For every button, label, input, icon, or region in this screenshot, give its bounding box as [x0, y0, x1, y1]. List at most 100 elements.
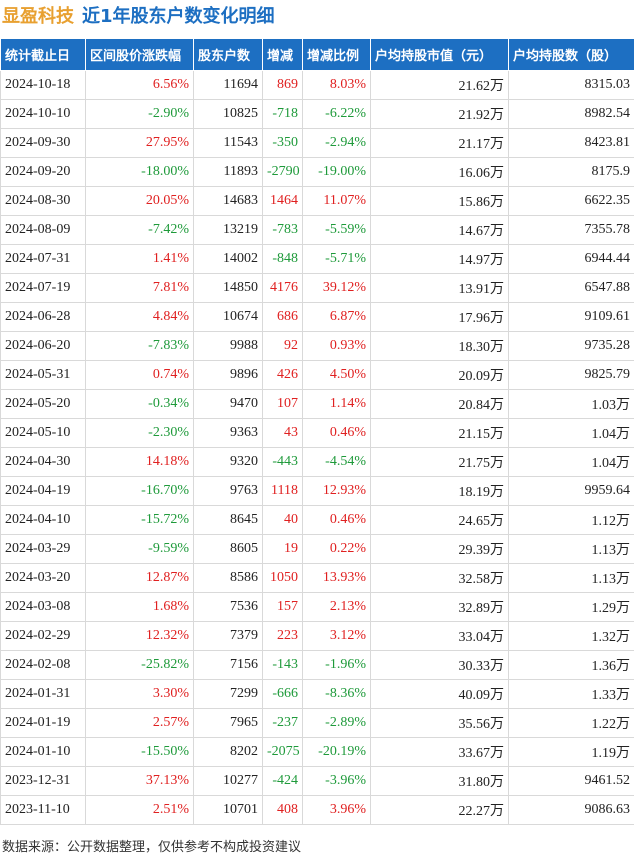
table-cell: 17.96万: [371, 303, 509, 332]
table-cell: 2023-11-10: [1, 796, 86, 825]
table-cell: -7.42%: [86, 216, 194, 245]
table-cell: -16.70%: [86, 477, 194, 506]
table-cell: 7355.78: [509, 216, 634, 245]
table-cell: 9763: [194, 477, 263, 506]
table-cell: 9363: [194, 419, 263, 448]
table-cell: 8982.54: [509, 100, 634, 129]
table-cell: 1.04万: [509, 448, 634, 477]
table-cell: 92: [263, 332, 303, 361]
table-cell: 11.07%: [303, 187, 371, 216]
header-row: 统计截止日区间股价涨跌幅股东户数增减增减比例户均持股市值（元）户均持股数（股）: [1, 39, 634, 71]
table-cell: 1.12万: [509, 506, 634, 535]
table-cell: 2024-03-29: [1, 535, 86, 564]
table-cell: 9988: [194, 332, 263, 361]
table-cell: 1.04万: [509, 419, 634, 448]
table-cell: -7.83%: [86, 332, 194, 361]
table-cell: 9086.63: [509, 796, 634, 825]
table-cell: 9109.61: [509, 303, 634, 332]
table-cell: -783: [263, 216, 303, 245]
table-cell: 21.62万: [371, 71, 509, 100]
table-cell: 32.58万: [371, 564, 509, 593]
table-cell: -8.36%: [303, 680, 371, 709]
table-cell: 2024-01-19: [1, 709, 86, 738]
table-cell: 9470: [194, 390, 263, 419]
table-cell: 1.19万: [509, 738, 634, 767]
table-cell: 0.74%: [86, 361, 194, 390]
table-cell: 869: [263, 71, 303, 100]
table-cell: 6.56%: [86, 71, 194, 100]
table-cell: 6622.35: [509, 187, 634, 216]
table-cell: 14683: [194, 187, 263, 216]
table-cell: 7299: [194, 680, 263, 709]
table-cell: 35.56万: [371, 709, 509, 738]
table-cell: -18.00%: [86, 158, 194, 187]
table-cell: 14002: [194, 245, 263, 274]
table-cell: 21.75万: [371, 448, 509, 477]
table-cell: 0.46%: [303, 506, 371, 535]
table-cell: -2.89%: [303, 709, 371, 738]
table-cell: 1.68%: [86, 593, 194, 622]
table-cell: 13.91万: [371, 274, 509, 303]
table-cell: 1.03万: [509, 390, 634, 419]
table-cell: 7.81%: [86, 274, 194, 303]
table-cell: 1.36万: [509, 651, 634, 680]
table-cell: 2024-07-19: [1, 274, 86, 303]
table-cell: 4.84%: [86, 303, 194, 332]
table-cell: 10701: [194, 796, 263, 825]
table-cell: 2024-03-08: [1, 593, 86, 622]
table-cell: 18.30万: [371, 332, 509, 361]
table-cell: -19.00%: [303, 158, 371, 187]
table-cell: -1.96%: [303, 651, 371, 680]
table-cell: 1050: [263, 564, 303, 593]
table-cell: -2790: [263, 158, 303, 187]
table-cell: 8423.81: [509, 129, 634, 158]
table-cell: 14.67万: [371, 216, 509, 245]
table-cell: 2024-03-20: [1, 564, 86, 593]
table-cell: 2024-04-19: [1, 477, 86, 506]
table-cell: 10674: [194, 303, 263, 332]
table-cell: 1.32万: [509, 622, 634, 651]
table-cell: 2024-06-20: [1, 332, 86, 361]
table-cell: 8645: [194, 506, 263, 535]
table-cell: 6.87%: [303, 303, 371, 332]
table-cell: 14.18%: [86, 448, 194, 477]
table-cell: 10825: [194, 100, 263, 129]
table-cell: 20.09万: [371, 361, 509, 390]
table-cell: 15.86万: [371, 187, 509, 216]
column-header: 户均持股数（股）: [509, 39, 634, 71]
table-cell: -666: [263, 680, 303, 709]
table-cell: -25.82%: [86, 651, 194, 680]
table-cell: 8605: [194, 535, 263, 564]
table-cell: 686: [263, 303, 303, 332]
table-cell: 2024-02-08: [1, 651, 86, 680]
table-cell: 9825.79: [509, 361, 634, 390]
table-cell: -424: [263, 767, 303, 796]
table-cell: -143: [263, 651, 303, 680]
table-cell: 2024-01-31: [1, 680, 86, 709]
table-cell: 6547.88: [509, 274, 634, 303]
table-cell: 2024-05-20: [1, 390, 86, 419]
table-cell: 19: [263, 535, 303, 564]
title: 显盈科技近1年股东户数变化明细: [2, 2, 275, 28]
table-cell: 4.50%: [303, 361, 371, 390]
table-cell: 0.93%: [303, 332, 371, 361]
table-cell: 27.95%: [86, 129, 194, 158]
table-cell: 18.19万: [371, 477, 509, 506]
table-cell: -20.19%: [303, 738, 371, 767]
table-cell: 2024-07-31: [1, 245, 86, 274]
table-cell: -443: [263, 448, 303, 477]
table-cell: 1.14%: [303, 390, 371, 419]
table-cell: 33.04万: [371, 622, 509, 651]
table-cell: 426: [263, 361, 303, 390]
table-cell: 2024-05-31: [1, 361, 86, 390]
